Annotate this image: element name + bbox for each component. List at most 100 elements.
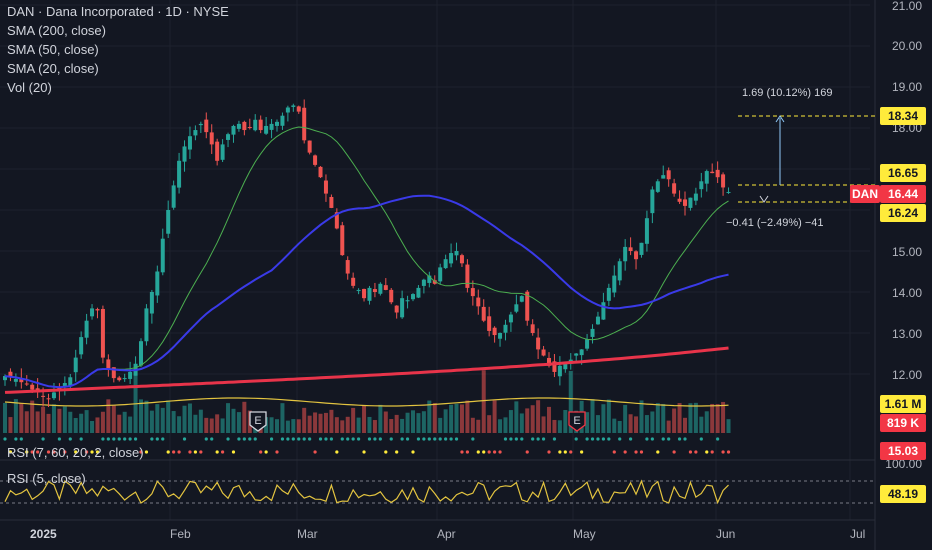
volume-bar — [128, 416, 133, 433]
legend-volume[interactable]: Vol (20) — [7, 80, 52, 95]
sentiment-dot — [498, 450, 502, 454]
sentiment-dot — [650, 437, 654, 441]
sentiment-dot — [585, 437, 589, 441]
candle-body — [296, 106, 301, 112]
symbol-title[interactable]: DAN · Dana Incorporated · 1D · NYSE — [7, 4, 229, 19]
sentiment-dot — [531, 437, 535, 441]
candle-body — [90, 308, 95, 317]
volume-bar — [693, 402, 698, 433]
sentiment-dot — [710, 450, 714, 454]
time-axis-label: Jun — [716, 527, 736, 541]
candle-body — [209, 132, 214, 145]
candle-body — [226, 134, 231, 140]
volume-bar — [100, 411, 105, 433]
legend-sma200[interactable]: SMA (200, close) — [7, 23, 106, 38]
volume-bars — [3, 368, 731, 433]
candle-body — [427, 275, 432, 283]
volume-bar — [688, 403, 693, 433]
sentiment-dot — [558, 450, 562, 454]
volume-bar — [149, 410, 154, 433]
candle-body — [117, 377, 122, 381]
legend-sma50[interactable]: SMA (50, close) — [7, 42, 99, 57]
candle-body — [356, 289, 361, 291]
volume-bar — [427, 400, 432, 433]
sentiment-dot — [623, 450, 627, 454]
lower-price-tag: 16.24 — [880, 204, 926, 222]
volume-bar — [383, 411, 388, 433]
volume-bar — [389, 419, 394, 433]
sentiment-dot — [52, 450, 56, 454]
candle-body — [13, 378, 18, 382]
price-candles[interactable] — [3, 99, 731, 408]
volume-bar — [220, 418, 225, 433]
candle-body — [411, 294, 415, 300]
sentiment-dot — [253, 437, 257, 441]
sentiment-dot — [57, 437, 62, 441]
legend-sma20[interactable]: SMA (20, close) — [7, 61, 99, 76]
grid-lines — [0, 0, 876, 550]
volume-bar — [421, 411, 426, 433]
sentiment-dot — [182, 437, 187, 441]
candle-body — [155, 271, 160, 296]
volume-bar — [481, 370, 486, 433]
volume-bar — [204, 417, 209, 433]
candle-body — [677, 198, 682, 202]
volume-bar — [449, 404, 454, 433]
sentiment-dot — [221, 450, 225, 454]
sentiment-dot — [454, 437, 459, 441]
sentiment-dot — [465, 450, 469, 454]
candle-body — [541, 349, 546, 356]
rsi-legend[interactable]: RSI (5, close) — [7, 471, 86, 486]
sentiment-dot — [645, 437, 649, 441]
candle-body — [275, 121, 279, 126]
time-axis-label: Apr — [437, 527, 456, 541]
volume-bar — [726, 419, 731, 433]
price-axis-label: 12.00 — [891, 368, 922, 382]
candle-body — [68, 377, 73, 387]
candle-body — [721, 174, 726, 188]
volume-bar — [334, 417, 339, 433]
candle-body — [3, 376, 7, 381]
volume-bar — [699, 416, 704, 433]
sentiment-dot — [612, 450, 616, 454]
volume-bar — [68, 411, 73, 433]
volume-bar — [329, 409, 334, 433]
volume-bar — [198, 409, 203, 433]
volume-bar — [677, 403, 682, 433]
candle-body — [166, 210, 171, 234]
time-axis-label: 2025 — [30, 527, 57, 541]
price-axis-label: 19.00 — [891, 80, 922, 94]
candle-body — [187, 136, 192, 150]
volume-bar — [612, 418, 617, 433]
volume-bar — [563, 410, 568, 433]
sentiment-dot — [607, 437, 611, 441]
volume-bar — [590, 399, 595, 433]
volume-bar — [95, 417, 100, 433]
candle-body — [280, 115, 285, 126]
measure-up-label: 1.69 (10.12%) 169 — [742, 87, 833, 99]
candle-body — [623, 246, 628, 262]
candle-body — [19, 378, 24, 383]
volume-bar — [171, 411, 176, 433]
ticker-tag: DAN — [850, 185, 880, 203]
candle-body — [498, 333, 503, 339]
sentiment-dot — [269, 437, 274, 441]
volume-bar — [525, 408, 530, 433]
sentiment-dot — [308, 437, 312, 441]
sentiment-dot — [514, 437, 518, 441]
volume-bar — [498, 419, 503, 433]
sentiment-dot — [193, 450, 197, 454]
sentiment-legend[interactable]: RSI (7, 60, 20, 2, close) — [7, 445, 144, 460]
rsi-tag: 48.19 — [880, 485, 926, 503]
candle-body — [655, 181, 660, 192]
sentiment-dot — [569, 450, 573, 454]
sentiment-dot — [313, 450, 317, 454]
sentiment-dot — [384, 450, 388, 454]
candle-body — [383, 285, 388, 290]
sentiment-dot — [155, 437, 159, 441]
sentiment-dot — [509, 437, 513, 441]
volume-bar — [41, 406, 46, 433]
sentiment-dot — [590, 437, 595, 441]
